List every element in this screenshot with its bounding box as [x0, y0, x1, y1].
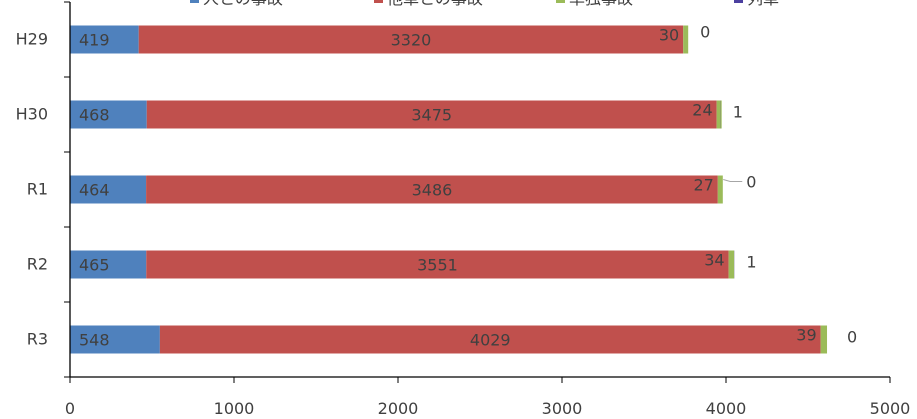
bar-segment — [146, 100, 717, 129]
legend-label: 列車 — [747, 0, 779, 8]
x-tick-label: 4000 — [706, 399, 747, 418]
data-label: 0 — [847, 328, 857, 347]
bar-segment — [70, 325, 160, 354]
bar-segment — [146, 250, 729, 279]
data-label: 465 — [79, 256, 110, 275]
data-label: 4029 — [470, 331, 511, 350]
legend: 人との事故 他車との事故 単独事故 列車 — [190, 0, 779, 8]
data-label: 0 — [746, 173, 756, 192]
category-label: R1 — [27, 180, 48, 199]
bar-segment — [820, 325, 828, 354]
category-label: R2 — [27, 255, 48, 274]
bar-segment — [717, 175, 723, 204]
legend-label: 人との事故 — [203, 0, 283, 8]
x-tick-label: 0 — [65, 399, 75, 418]
x-tick-label: 2000 — [378, 399, 419, 418]
legend-swatch — [556, 0, 565, 3]
bar-segment — [138, 25, 684, 54]
x-tick-label: 1000 — [214, 399, 255, 418]
data-label: 24 — [692, 101, 712, 120]
bar-segment — [159, 325, 821, 354]
data-label: 468 — [79, 106, 110, 125]
category-label: R3 — [27, 330, 48, 349]
legend-label: 単独事故 — [569, 0, 633, 8]
bar-segment — [728, 250, 735, 279]
legend-swatch — [374, 0, 383, 3]
category-label: H30 — [16, 105, 48, 124]
data-label: 30 — [659, 26, 679, 45]
leader-line — [723, 179, 743, 182]
bar-segment — [146, 175, 718, 204]
data-label: 464 — [79, 181, 110, 200]
bar-segment — [70, 250, 147, 279]
bar-segment — [683, 25, 689, 54]
x-tick-label: 5000 — [870, 399, 911, 418]
data-label: 3475 — [411, 106, 452, 125]
data-label: 548 — [79, 331, 110, 350]
bars: 419 3320 30 0 468 3475 24 1 464 3486 27 0 465 3551 34 1… — [70, 23, 857, 354]
data-label: 3551 — [417, 256, 458, 275]
data-label: 419 — [79, 31, 110, 50]
bar-segment — [70, 100, 147, 129]
category-label: H29 — [16, 30, 48, 49]
data-label: 0 — [700, 23, 710, 42]
data-label: 34 — [704, 251, 724, 270]
data-label: 3320 — [391, 31, 432, 50]
legend-swatch — [734, 0, 743, 3]
data-label: 1 — [733, 103, 743, 122]
bar-segment — [70, 175, 147, 204]
data-label: 27 — [693, 176, 713, 195]
bar-segment — [716, 100, 722, 129]
legend-label: 他車との事故 — [387, 0, 483, 8]
data-label: 3486 — [412, 181, 453, 200]
x-tick-label: 3000 — [542, 399, 583, 418]
data-label: 39 — [796, 326, 816, 345]
bar-segment — [70, 25, 139, 54]
legend-swatch — [190, 0, 199, 3]
data-label: 1 — [746, 253, 756, 272]
